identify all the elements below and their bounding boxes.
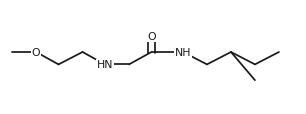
Text: O: O: [147, 32, 156, 42]
Text: O: O: [32, 48, 40, 57]
Text: NH: NH: [175, 48, 191, 57]
Text: HN: HN: [97, 60, 113, 70]
